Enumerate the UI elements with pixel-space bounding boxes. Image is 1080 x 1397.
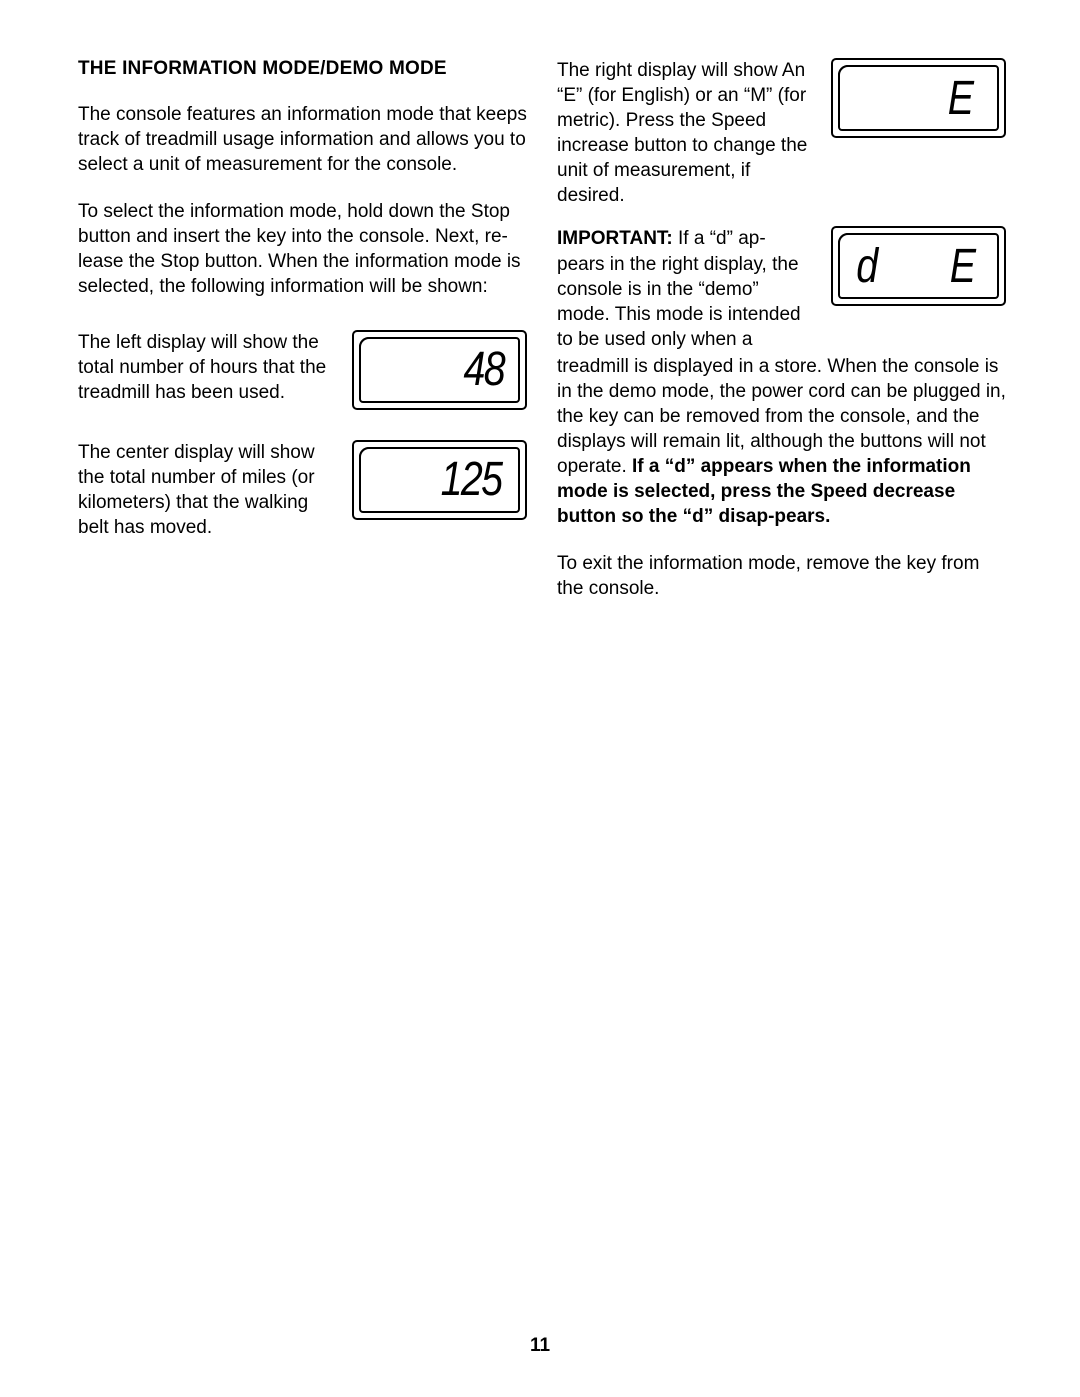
lcd-hours: 48 bbox=[352, 330, 527, 410]
lcd-miles-value: 125 bbox=[441, 452, 502, 507]
lcd-demo-inner: d E bbox=[838, 233, 999, 299]
demo-text-wrap: IMPORTANT: If a “d” ap-pears in the righ… bbox=[557, 226, 813, 351]
left-column: THE INFORMATION MODE/DEMO MODE The conso… bbox=[78, 58, 527, 624]
hours-row: The left display will show the total num… bbox=[78, 330, 527, 410]
section-heading: THE INFORMATION MODE/DEMO MODE bbox=[78, 58, 527, 80]
lcd-miles: 125 bbox=[352, 440, 527, 520]
page-number: 11 bbox=[0, 1335, 1080, 1357]
important-label: IMPORTANT: bbox=[557, 228, 673, 249]
unit-text: The right display will show An “E” (for … bbox=[557, 58, 813, 208]
lcd-miles-inner: 125 bbox=[359, 447, 520, 513]
hours-text: The left display will show the total num… bbox=[78, 330, 334, 405]
miles-text: The center display will show the total n… bbox=[78, 440, 334, 540]
lcd-hours-value: 48 bbox=[463, 342, 504, 397]
intro-paragraph-1: The console features an information mode… bbox=[78, 102, 527, 177]
demo-row: IMPORTANT: If a “d” ap-pears in the righ… bbox=[557, 226, 1006, 351]
miles-row: The center display will show the total n… bbox=[78, 440, 527, 540]
lcd-hours-inner: 48 bbox=[359, 337, 520, 403]
right-column: The right display will show An “E” (for … bbox=[557, 58, 1006, 624]
intro-paragraph-2: To select the information mode, hold dow… bbox=[78, 199, 527, 299]
lcd-demo: d E bbox=[831, 226, 1006, 306]
exit-text: To exit the information mode, remove the… bbox=[557, 551, 1006, 601]
lcd-unit-value: E bbox=[948, 71, 973, 126]
lcd-demo-e: E bbox=[950, 239, 975, 294]
demo-continuation: treadmill is displayed in a store. When … bbox=[557, 354, 1006, 530]
unit-row: The right display will show An “E” (for … bbox=[557, 58, 1006, 208]
lcd-unit: E bbox=[831, 58, 1006, 138]
lcd-unit-inner: E bbox=[838, 65, 999, 131]
page-content: THE INFORMATION MODE/DEMO MODE The conso… bbox=[0, 0, 1080, 624]
lcd-demo-d: d bbox=[856, 239, 876, 294]
